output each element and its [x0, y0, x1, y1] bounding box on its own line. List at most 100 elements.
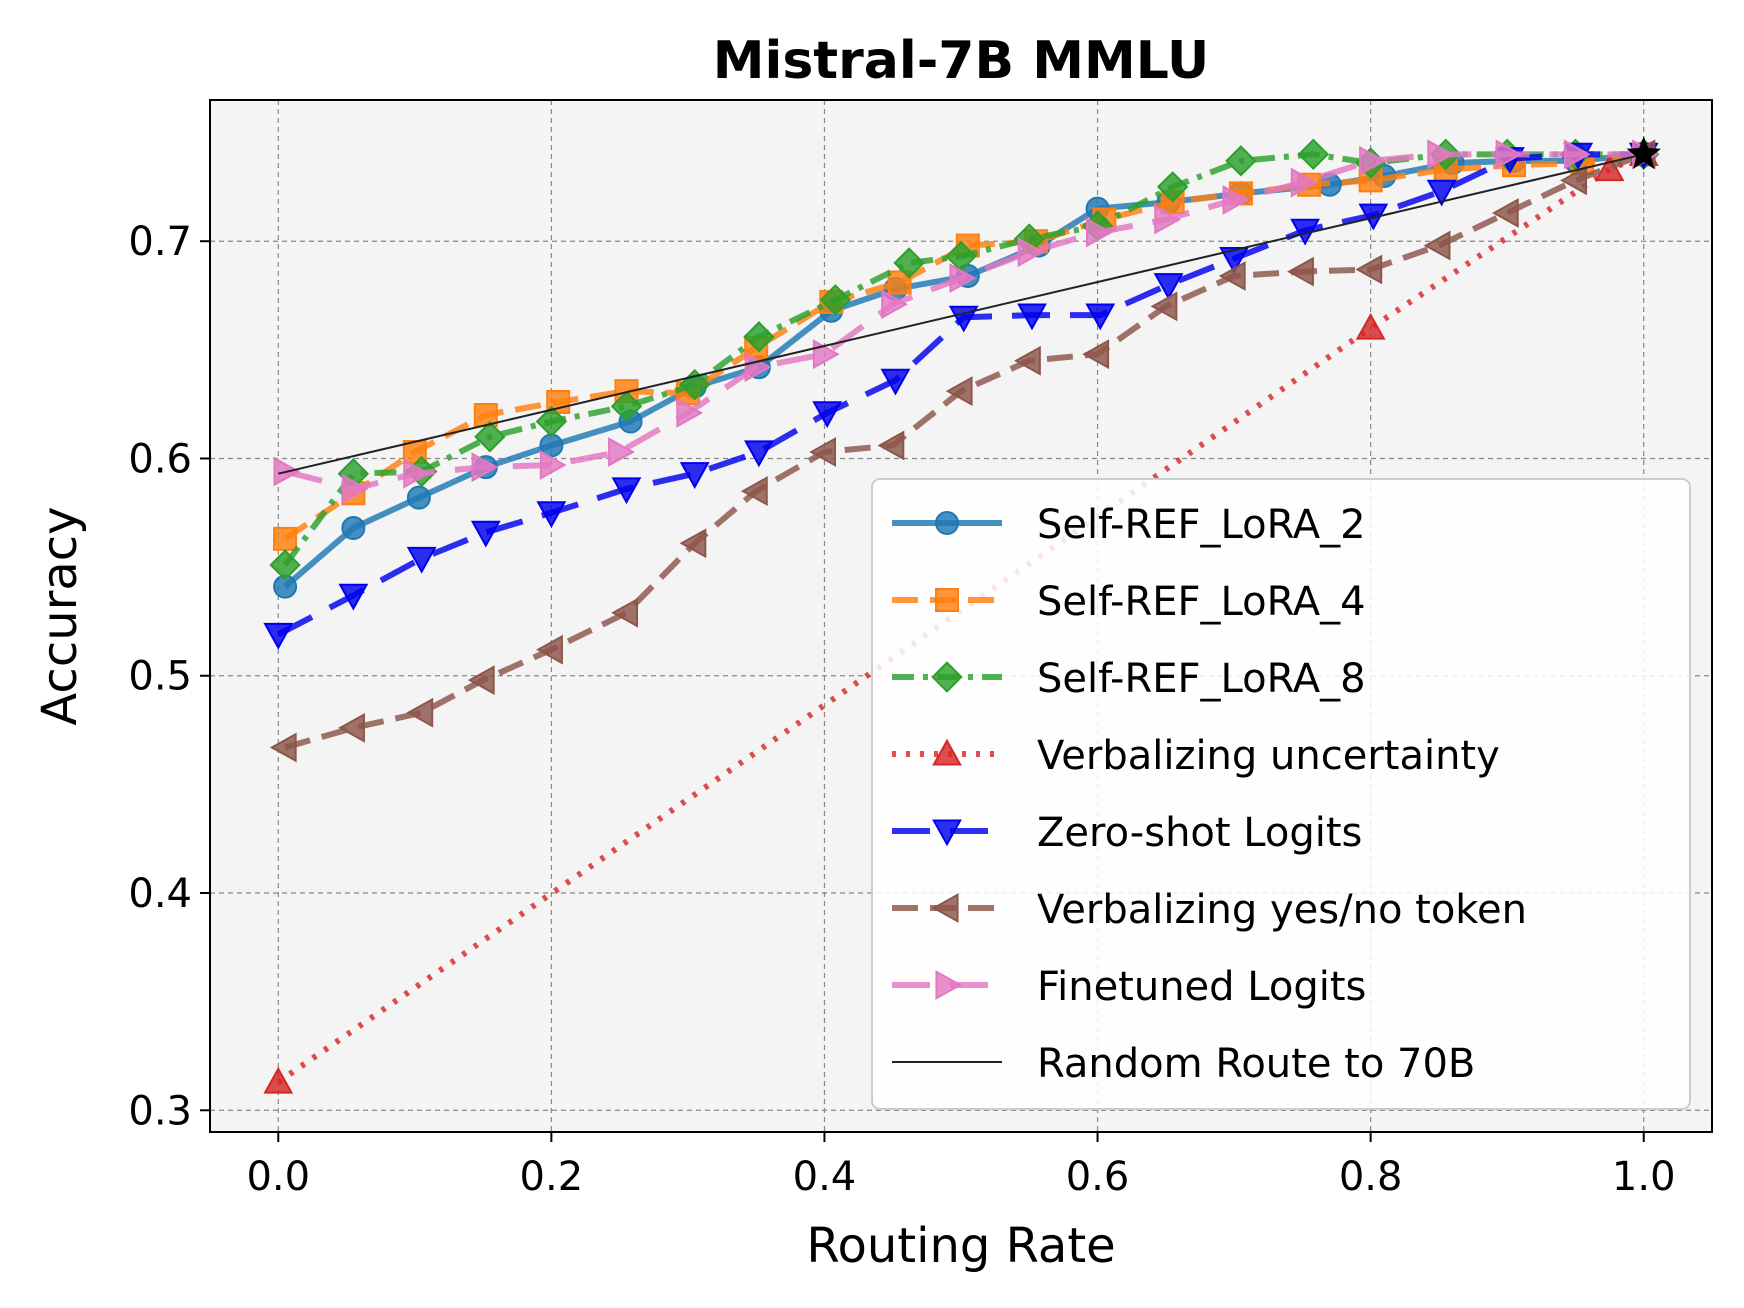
x-tick-label: 0.4	[793, 1154, 857, 1200]
data-point	[536, 501, 567, 529]
data-point	[1426, 179, 1457, 207]
axis-ticks: 0.0 0.2 0.4 0.6 0.8 1.0 0.3 0.4 0.5 0.6 0.7	[128, 219, 1675, 1200]
data-point	[1563, 139, 1591, 170]
data-point	[744, 440, 774, 468]
legend-label: Finetuned Logits	[1037, 964, 1366, 1010]
legend-label: Self-REF_LoRA_2	[1037, 502, 1366, 548]
data-point	[1290, 167, 1318, 198]
data-point	[676, 397, 704, 428]
data-point	[611, 597, 639, 628]
data-point	[880, 368, 911, 396]
data-point	[1153, 273, 1184, 300]
data-point	[1491, 198, 1519, 228]
data-point	[536, 634, 563, 665]
data-point	[273, 526, 298, 551]
data-point	[406, 546, 437, 574]
data-point	[740, 476, 768, 506]
y-tick-label: 0.6	[128, 436, 192, 482]
legend-label: Zero-shot Logits	[1037, 810, 1362, 856]
data-point	[1085, 303, 1116, 331]
data-point	[949, 263, 977, 294]
data-point	[535, 405, 568, 438]
data-point	[809, 437, 837, 467]
data-point	[341, 516, 366, 541]
data-point	[1359, 145, 1386, 176]
data-point	[1495, 139, 1523, 170]
data-point	[341, 474, 369, 504]
x-tick-label: 0.2	[520, 1154, 584, 1200]
data-point	[611, 477, 642, 505]
legend-box	[871, 478, 1691, 1110]
x-tick-label: 0.0	[246, 1154, 310, 1200]
data-point	[1297, 138, 1330, 171]
data-point	[1594, 154, 1625, 182]
data-point	[1222, 185, 1250, 215]
data-point	[1219, 247, 1249, 274]
data-point	[1423, 230, 1451, 261]
data-point	[474, 421, 506, 453]
data-point	[263, 1066, 294, 1094]
data-point	[406, 697, 434, 728]
legend-label: Random Route to 70B	[1037, 1041, 1475, 1087]
data-point	[812, 401, 843, 429]
legend-marker	[935, 970, 963, 1000]
endpoint-star-marker	[1626, 136, 1662, 170]
data-point	[471, 452, 499, 483]
data-point	[743, 321, 775, 353]
data-point	[1218, 261, 1246, 291]
legend-marker	[931, 661, 963, 693]
data-point	[1017, 237, 1045, 267]
data-point	[1082, 339, 1110, 370]
data-point	[1287, 256, 1314, 287]
data-point	[539, 450, 567, 480]
x-tick-label: 1.0	[1612, 1154, 1676, 1200]
series-line	[283, 151, 1645, 542]
series-line	[278, 153, 1644, 475]
legend-label: Self-REF_LoRA_8	[1037, 656, 1366, 702]
data-point	[819, 284, 852, 316]
data-point	[338, 712, 365, 743]
legend-marker	[932, 738, 962, 766]
data-point	[1355, 254, 1383, 285]
data-point	[263, 622, 294, 650]
data-point	[403, 458, 431, 489]
data-point	[269, 549, 301, 581]
data-point	[1154, 204, 1182, 235]
data-point	[1017, 303, 1047, 331]
legend: Self-REF_LoRA_2 Self-REF_LoRA_4 Self-REF_L…	[871, 478, 1691, 1110]
data-point	[881, 289, 908, 320]
data-point	[1560, 165, 1588, 196]
data-point	[1085, 217, 1113, 248]
legend-label: Self-REF_LoRA_4	[1037, 579, 1366, 625]
data-point	[679, 528, 707, 559]
data-point	[679, 368, 711, 401]
legend-label: Verbalizing uncertainty	[1037, 733, 1500, 779]
data-point	[1355, 312, 1386, 340]
x-tick-label: 0.8	[1339, 1154, 1403, 1200]
data-point	[1150, 291, 1178, 322]
series-layer	[263, 136, 1662, 1094]
y-tick-label: 0.7	[128, 219, 192, 265]
legend-marker	[932, 819, 962, 847]
data-point	[887, 270, 912, 295]
data-point	[610, 390, 643, 423]
data-point	[1427, 139, 1455, 170]
series-random-route-to-70b	[278, 153, 1644, 475]
data-point	[470, 520, 501, 548]
x-tick-label: 0.6	[1066, 1154, 1130, 1200]
legend-label: Verbalizing yes/no token	[1037, 887, 1527, 933]
legend-marker	[935, 511, 959, 535]
data-point	[877, 430, 905, 461]
series-zero-shot-logits	[263, 142, 1659, 650]
data-point	[945, 376, 973, 407]
data-point	[679, 462, 710, 489]
plot-frame	[209, 99, 1713, 1133]
data-point	[406, 485, 431, 510]
y-tick-label: 0.4	[128, 871, 192, 917]
data-point	[1225, 145, 1257, 177]
data-point	[269, 732, 297, 763]
y-tick-label: 0.5	[128, 654, 192, 700]
x-axis-label: Routing Rate	[806, 1218, 1115, 1274]
y-axis-label: Accuracy	[32, 506, 88, 725]
